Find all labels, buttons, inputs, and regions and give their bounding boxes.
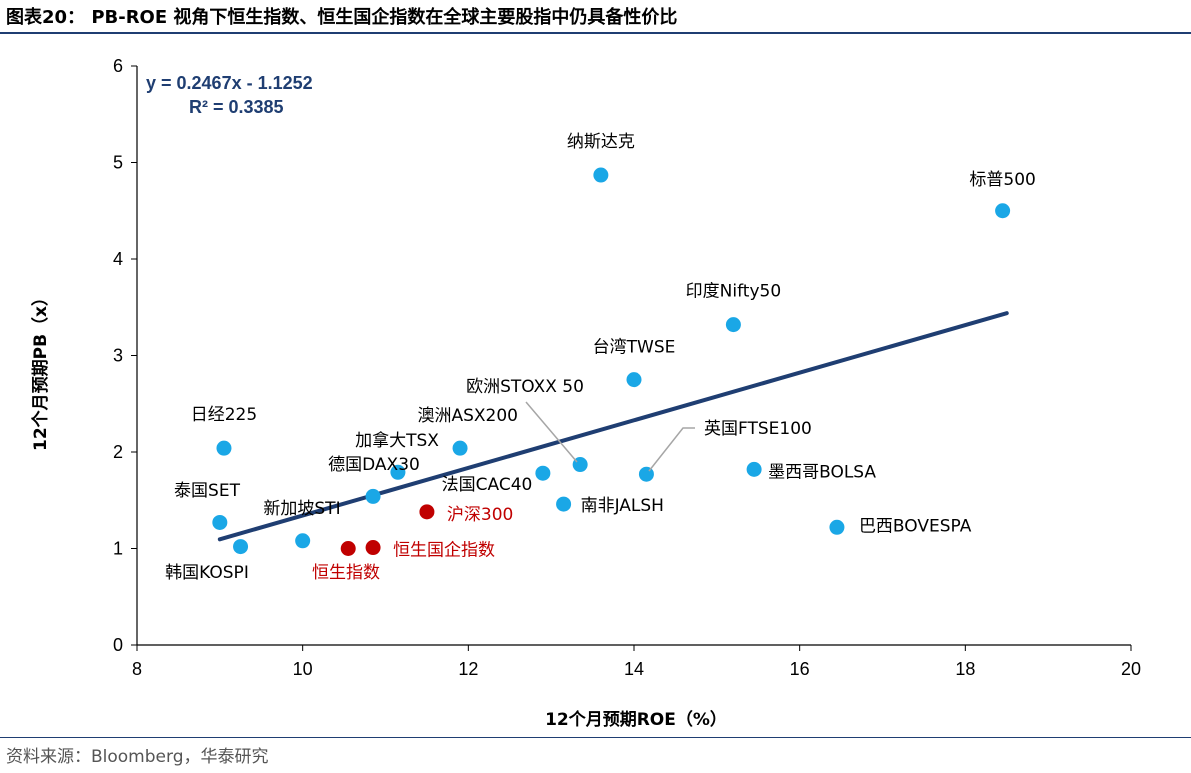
data-point [995,203,1011,219]
data-point [365,488,381,504]
data-point [216,440,232,456]
data-point [829,519,845,535]
leader-line [648,427,695,472]
source-note: 资料来源：Bloomberg，华泰研究 [6,747,269,767]
point-label: 英国FTSE100 [704,419,812,439]
point-label: 新加坡STI [263,499,340,519]
x-tick-label: 12 [458,659,478,679]
data-point [233,539,249,555]
point-label: 标普500 [969,170,1035,190]
point-label: 澳洲ASX200 [417,406,518,426]
x-tick-label: 10 [293,659,313,679]
source-divider [0,737,1191,738]
data-point [452,440,468,456]
trend-equation: y = 0.2467x - 1.1252 [146,73,313,93]
x-axis-title: 12个月预期ROE（%） [545,709,727,730]
chart-title: 图表20： PB-ROE 视角下恒生指数、恒生国企指数在全球主要股指中仍具备性价… [6,7,678,28]
point-label: 韩国KOSPI [165,563,249,583]
point-label: 泰国SET [174,481,241,501]
y-tick-label: 2 [113,442,123,462]
y-tick-label: 4 [113,249,123,269]
point-label: 日经225 [191,405,257,425]
trendline-group [217,311,1009,542]
point-label: 巴西BOVESPA [859,516,972,536]
y-axis-title: 12个月预期PB（x） [30,289,51,451]
point-label: 台湾TWSE [593,338,676,358]
x-tick-label: 20 [1121,659,1141,679]
data-point [725,317,741,333]
data-point [556,496,572,512]
x-tick-label: 18 [955,659,975,679]
point-label: 恒生指数 [312,563,380,583]
data-point [593,167,609,183]
x-tick-label: 16 [790,659,810,679]
x-tick-label: 14 [624,659,644,679]
data-point [340,541,356,556]
point-label: 印度Nifty50 [686,282,781,302]
x-tick-label: 8 [132,659,142,679]
data-point [419,504,435,520]
point-label: 沪深300 [447,505,513,525]
point-label: 恒生国企指数 [393,541,495,561]
point-label: 欧洲STOXX 50 [466,377,584,397]
point-label: 加拿大TSX [355,430,439,451]
data-point [390,464,406,480]
data-point [365,540,381,556]
data-point [638,466,654,482]
trendline [217,311,1009,542]
trend-r2: R² = 0.3385 [189,97,284,117]
y-tick-label: 3 [113,346,123,366]
point-label: 德国DAX30 [328,455,420,475]
point-label: 纳斯达克 [567,132,635,152]
data-point [295,533,311,549]
point-label: 法国CAC40 [442,475,533,495]
point-label: 墨西哥BOLSA [768,462,876,482]
y-tick-label: 0 [113,635,123,655]
data-point [626,372,642,388]
data-point [212,514,228,530]
y-tick-label: 1 [113,539,123,559]
y-tick-label: 6 [113,56,123,76]
data-point [746,461,762,477]
leader-line [525,401,578,463]
data-point [535,465,551,481]
title-bar: 图表20： PB-ROE 视角下恒生指数、恒生国企指数在全球主要股指中仍具备性价… [0,0,1191,34]
point-label: 南非JALSH [581,496,664,516]
y-tick-label: 5 [113,153,123,173]
